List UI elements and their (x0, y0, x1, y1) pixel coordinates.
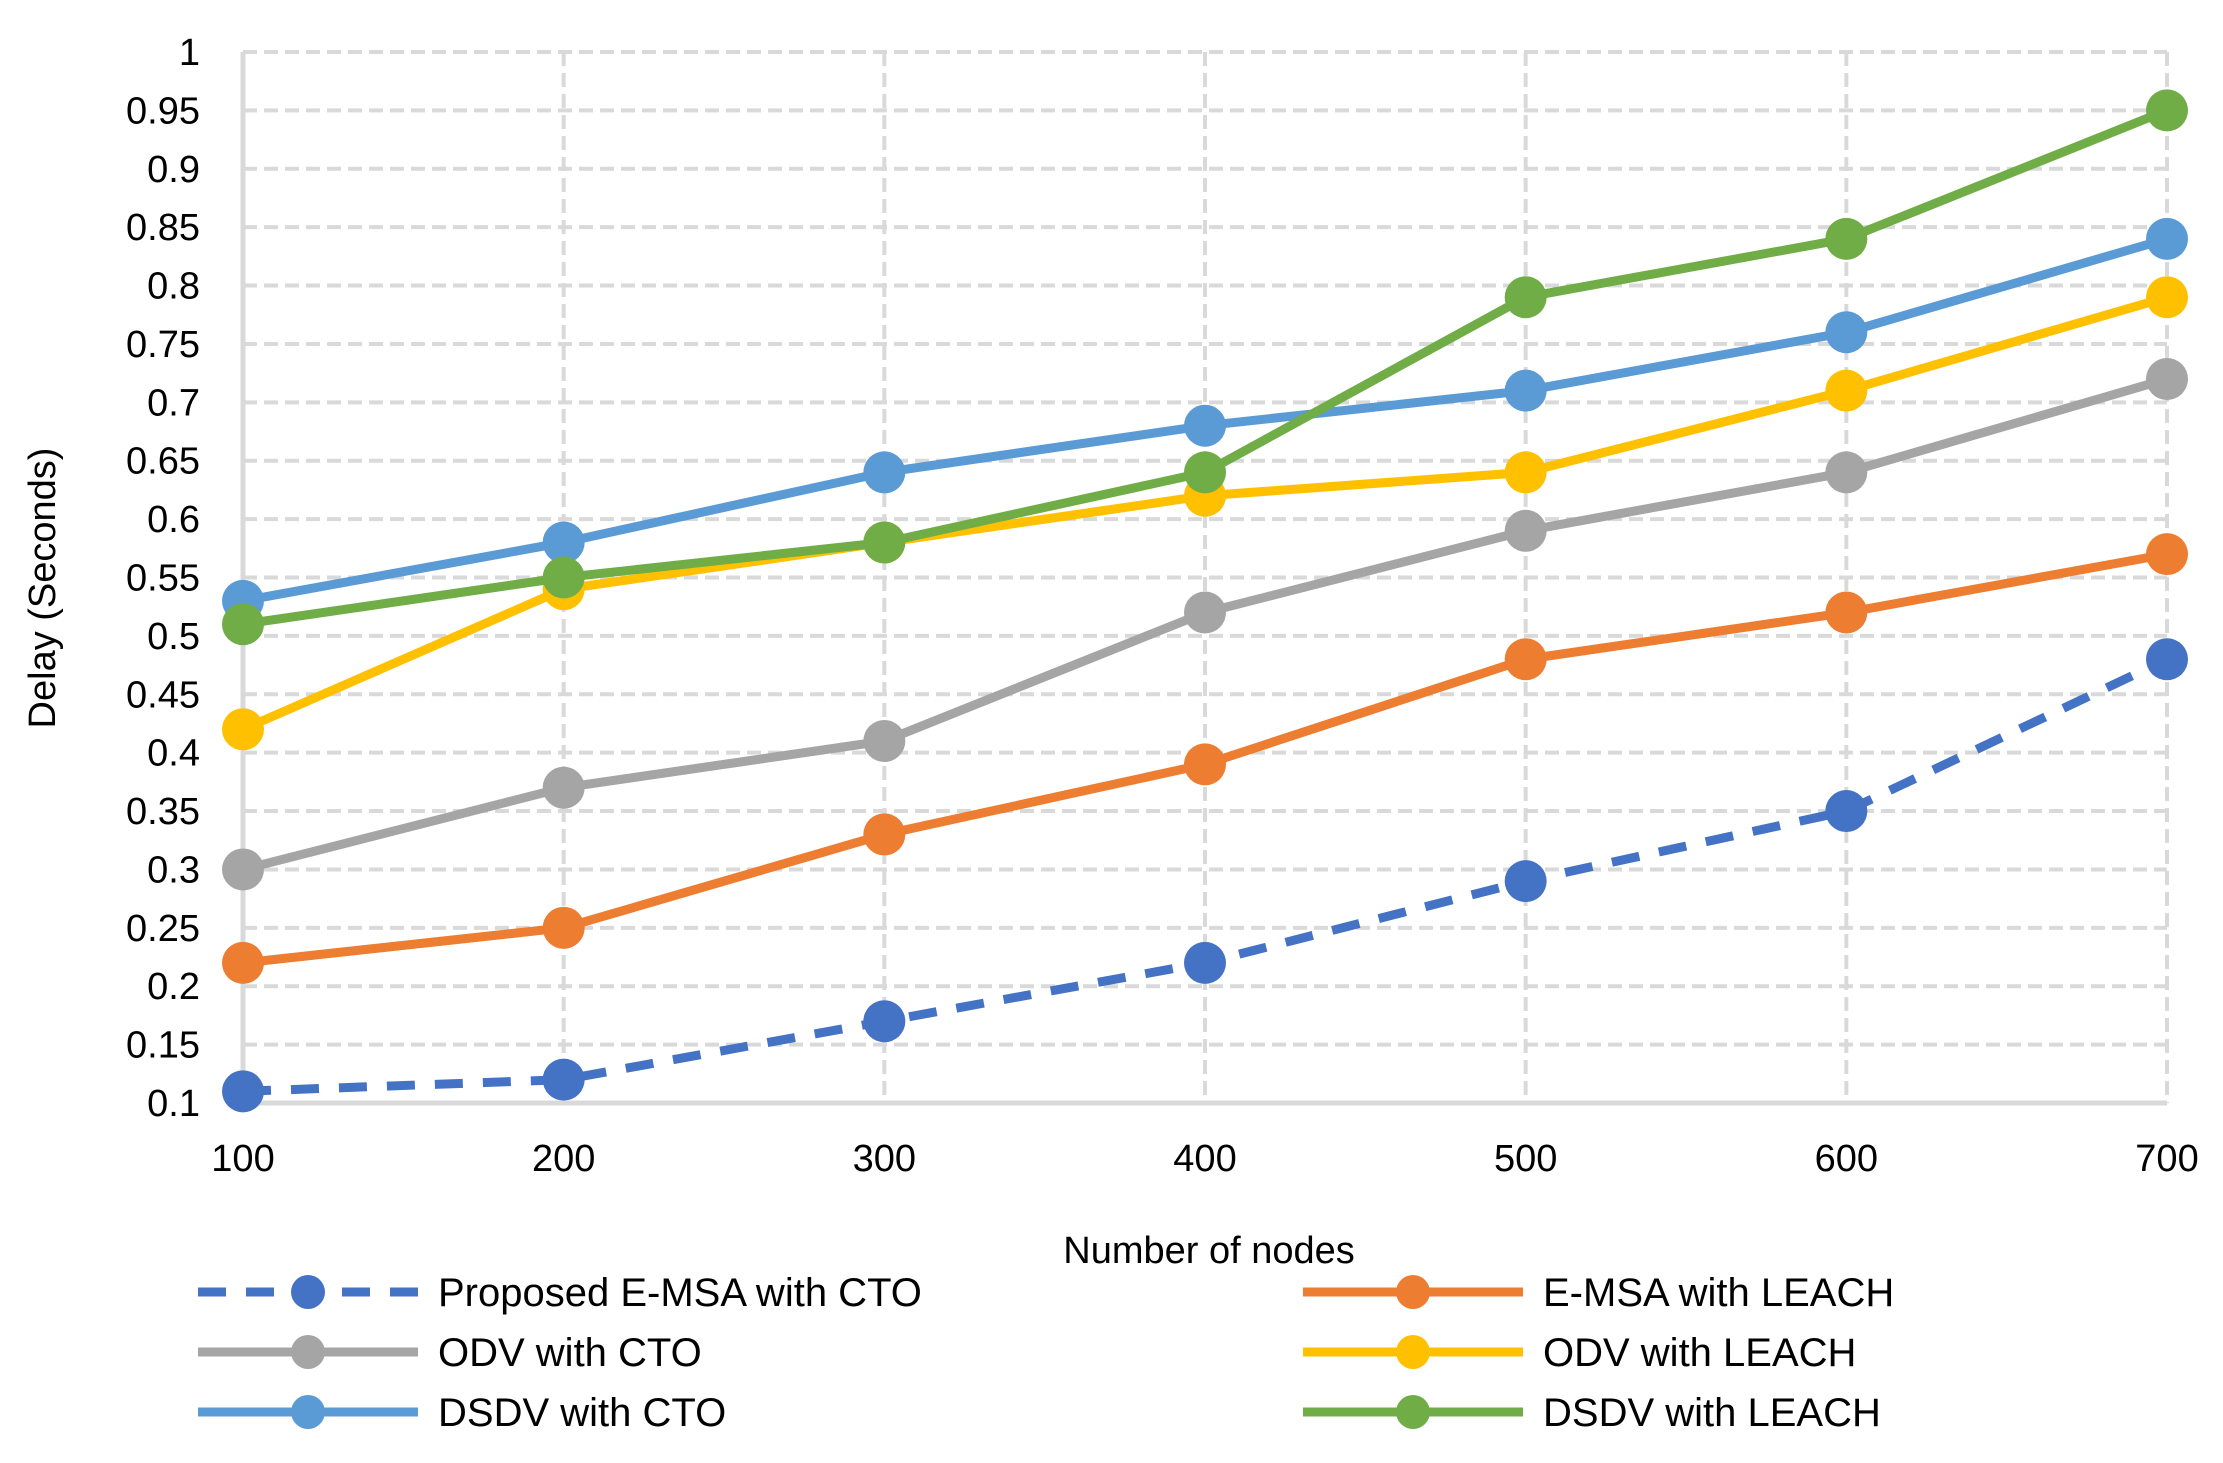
data-point-dsdv-cto (1825, 311, 1868, 354)
data-point-dsdv-leach (1184, 451, 1226, 494)
data-point-e-msa-leach (2146, 533, 2188, 576)
data-point-odv-cto (1184, 591, 1226, 634)
data-point-dsdv-leach (1504, 276, 1547, 319)
data-point-dsdv-leach (2146, 89, 2188, 132)
x-tick-label: 300 (853, 1138, 916, 1180)
data-point-dsdv-leach (222, 603, 264, 646)
data-point-e-msa-leach (1184, 743, 1226, 786)
legend-entry-dsdv-cto: DSDV with CTO (198, 1391, 726, 1435)
legend-label: DSDV with CTO (438, 1391, 726, 1435)
legend-label: ODV with LEACH (1543, 1331, 1856, 1375)
legend-label: ODV with CTO (438, 1331, 702, 1375)
data-point-e-msa-leach (222, 941, 264, 984)
data-point-dsdv-leach (1825, 217, 1868, 260)
y-tick-label: 0.6 (147, 499, 200, 541)
legend-swatch-marker (291, 1335, 325, 1369)
data-point-odv-cto (222, 848, 264, 891)
data-point-e-msa-cto (542, 1058, 585, 1101)
legend-label: Proposed E-MSA with CTO (438, 1271, 922, 1315)
data-point-e-msa-cto (1825, 790, 1868, 833)
data-point-odv-cto (2146, 357, 2188, 400)
data-point-odv-leach (1825, 369, 1868, 412)
x-tick-label: 400 (1173, 1138, 1236, 1180)
series-e-msa-cto (222, 638, 2188, 1113)
data-point-odv-leach (222, 708, 264, 751)
y-tick-label: 0.65 (126, 441, 200, 483)
data-point-e-msa-leach (1504, 638, 1547, 681)
y-tick-label: 0.9 (147, 149, 200, 191)
axes (240, 52, 2167, 1106)
x-tick-label: 100 (211, 1138, 274, 1180)
y-tick-label: 0.45 (126, 674, 200, 716)
legend-entry-odv-cto: ODV with CTO (198, 1331, 702, 1375)
x-tick-labels: 100 200 300 400 500 600 700 (211, 1138, 2198, 1180)
series-dsdv-leach (222, 89, 2188, 646)
legend: Proposed E-MSA with CTO E-MSA with LEACH O… (198, 1271, 1894, 1435)
data-point-odv-cto (863, 719, 906, 762)
legend-entry-e-msa-leach: E-MSA with LEACH (1303, 1271, 1894, 1315)
data-point-odv-leach (2146, 276, 2188, 319)
legend-swatch-marker (291, 1275, 325, 1309)
y-tick-label: 0.85 (126, 207, 200, 249)
y-tick-label: 0.8 (147, 266, 200, 308)
y-tick-label: 0.5 (147, 616, 200, 658)
y-tick-label: 0.15 (126, 1025, 200, 1067)
x-tick-label: 200 (532, 1138, 595, 1180)
legend-entry-dsdv-leach: DSDV with LEACH (1303, 1391, 1881, 1435)
y-tick-label: 0.35 (126, 791, 200, 833)
series-odv-cto (222, 357, 2188, 891)
y-tick-label: 0.3 (147, 849, 200, 891)
legend-swatch-marker (291, 1395, 325, 1429)
x-tick-label: 600 (1815, 1138, 1878, 1180)
legend-label: DSDV with LEACH (1543, 1391, 1881, 1435)
y-tick-label: 0.2 (147, 966, 200, 1008)
y-tick-label: 0.1 (147, 1083, 200, 1125)
series-lines (222, 89, 2188, 1113)
data-point-dsdv-cto (542, 521, 585, 564)
data-point-dsdv-leach (542, 556, 585, 599)
x-axis-title: Number of nodes (1063, 1230, 1355, 1272)
series-dsdv-cto (222, 217, 2188, 622)
data-point-e-msa-cto (863, 1000, 906, 1043)
legend-swatch-marker (1396, 1395, 1430, 1429)
data-point-e-msa-cto (1504, 860, 1547, 903)
x-tick-label: 500 (1494, 1138, 1557, 1180)
y-tick-labels: 0.1 0.15 0.2 0.25 0.3 0.35 0.4 0.45 0.5 0.55 0.6 0.… (126, 32, 200, 1125)
data-point-e-msa-cto (2146, 638, 2188, 681)
series-e-msa-leach (222, 533, 2188, 984)
y-tick-label: 1 (179, 32, 200, 74)
legend-entry-odv-leach: ODV with LEACH (1303, 1331, 1856, 1375)
legend-entry-e-msa-cto: Proposed E-MSA with CTO (198, 1271, 922, 1315)
data-point-odv-leach (1504, 451, 1547, 494)
data-point-e-msa-leach (542, 906, 585, 949)
y-tick-label: 0.4 (147, 733, 200, 775)
y-tick-label: 0.75 (126, 324, 200, 366)
data-point-e-msa-leach (1825, 591, 1868, 634)
x-tick-label: 700 (2135, 1138, 2198, 1180)
data-point-e-msa-cto (1184, 941, 1226, 984)
y-tick-label: 0.7 (147, 382, 200, 424)
y-axis-title: Delay (Seconds) (22, 448, 64, 729)
data-point-odv-cto (1825, 451, 1868, 494)
data-point-odv-cto (1504, 509, 1547, 552)
data-point-e-msa-cto (222, 1070, 264, 1113)
y-tick-label: 0.95 (126, 90, 200, 132)
y-tick-label: 0.25 (126, 908, 200, 950)
data-point-odv-cto (542, 766, 585, 809)
legend-label: E-MSA with LEACH (1543, 1271, 1894, 1315)
data-point-e-msa-leach (863, 813, 906, 856)
data-point-dsdv-cto (1504, 369, 1547, 412)
data-point-dsdv-cto (1184, 404, 1226, 447)
legend-swatch-marker (1396, 1335, 1430, 1369)
legend-swatch-marker (1396, 1275, 1430, 1309)
data-point-dsdv-leach (863, 521, 906, 564)
data-point-dsdv-cto (2146, 217, 2188, 260)
y-tick-label: 0.55 (126, 558, 200, 600)
data-point-dsdv-cto (863, 451, 906, 494)
